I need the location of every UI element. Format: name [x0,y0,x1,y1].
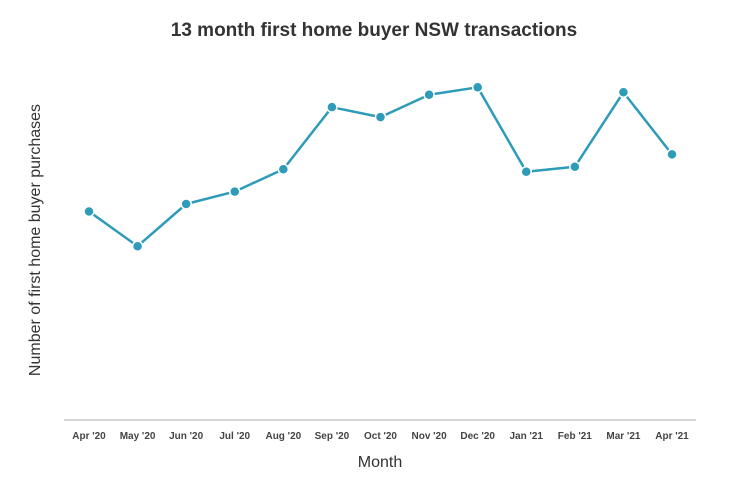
data-point[interactable] [326,101,338,113]
x-axis-label: Month [357,454,403,471]
data-point[interactable] [569,161,581,173]
x-tick-label: May '20 [120,431,156,442]
data-point[interactable] [423,89,435,101]
x-tick-label: Sep '20 [315,431,350,442]
data-point[interactable] [617,86,630,99]
data-point[interactable] [374,111,387,123]
data-point[interactable] [277,163,290,175]
x-tick-label: Oct '20 [364,431,397,442]
x-tick-label: Apr '20 [72,431,106,442]
x-tick-label: Apr '21 [655,431,689,442]
data-point[interactable] [229,185,241,198]
data-point[interactable] [666,148,678,161]
x-tick-label: Mar '21 [606,431,641,442]
data-point[interactable] [520,165,532,178]
x-tick-label: Jul '20 [219,431,250,442]
x-tick-label: Jan '21 [509,431,543,442]
data-point[interactable] [471,81,484,94]
chart-title: 13 month first home buyer NSW transactio… [170,20,578,41]
data-point[interactable] [83,205,95,218]
x-tick-label: Aug '20 [265,431,301,442]
x-tick-label: Jun '20 [169,431,203,442]
x-tick-label: Nov '20 [411,431,447,442]
x-tick-label: Feb '21 [558,431,592,442]
x-tick-label: Dec '20 [460,431,495,442]
data-point[interactable] [180,198,192,210]
series-line [88,86,673,248]
data-point[interactable] [131,240,144,252]
